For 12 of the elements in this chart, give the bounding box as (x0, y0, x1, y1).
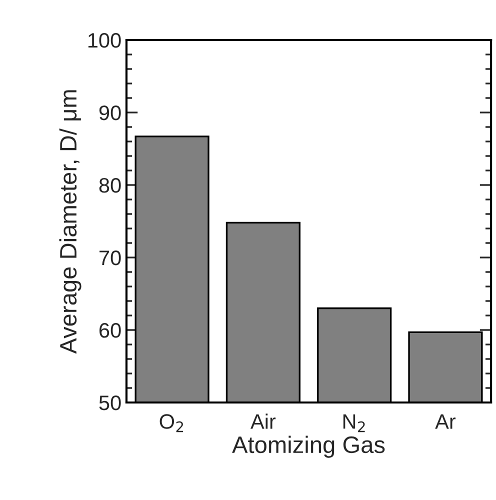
y-tick-label: 80 (99, 178, 121, 193)
y-tick-label: 70 (100, 250, 121, 266)
y-tick-label: 90 (99, 106, 121, 120)
y-axis-title: Average Diameter, D/ μm (59, 90, 82, 354)
x-tick-label: Air (250, 414, 276, 429)
y-tick-label: 100 (88, 33, 121, 48)
y-tick-label: 60 (100, 323, 121, 338)
x-tick-label: Ar (435, 414, 456, 429)
x-tick-label: O$_{2}$ (160, 414, 184, 432)
y-tick-label: 50 (99, 396, 121, 410)
x-tick-label: N$_{2}$ (343, 414, 365, 432)
x-axis-title: Atomizing Gas (232, 436, 385, 458)
